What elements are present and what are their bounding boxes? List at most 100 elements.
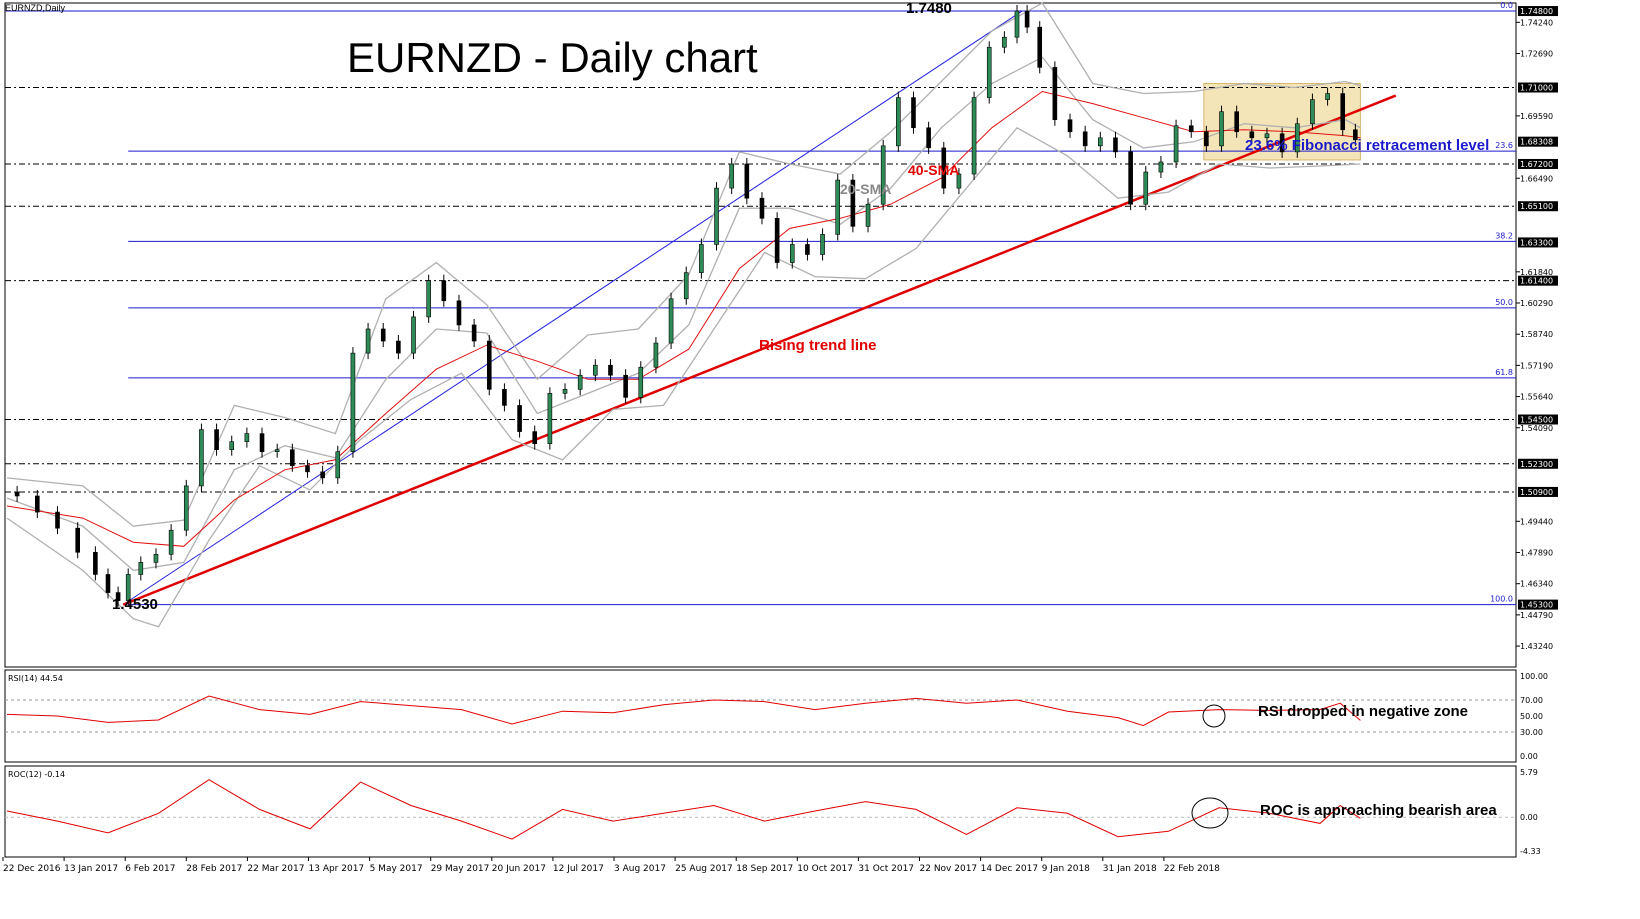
candle-body	[926, 127, 931, 149]
candle-body	[274, 449, 280, 453]
x-tick-label: 6 Feb 2017	[125, 864, 175, 874]
candle-body	[714, 187, 719, 245]
rsi-line	[6, 695, 1361, 727]
candle-body	[608, 364, 613, 376]
x-tick-label: 3 Aug 2017	[614, 864, 666, 874]
candle-body	[820, 234, 825, 255]
candle-body	[183, 485, 189, 531]
candle-body	[623, 374, 628, 398]
x-tick-label: 31 Oct 2017	[858, 864, 914, 874]
x-tick-label: 22 Mar 2017	[247, 864, 304, 874]
x-tick-label: 29 May 2017	[431, 864, 490, 874]
candle-body	[1082, 131, 1088, 147]
roc-annotation: ROC is approaching bearish area	[1260, 802, 1497, 819]
candle-body	[1249, 131, 1255, 139]
rsi-tick-label: 0.00	[1520, 752, 1538, 761]
main-panel-frame	[4, 2, 1517, 668]
candle-body	[729, 163, 734, 189]
candle-body	[1188, 125, 1194, 133]
x-tick-label: 31 Jan 2018	[1103, 864, 1157, 874]
x-tick-label: 10 Oct 2017	[797, 864, 853, 874]
candle-body	[168, 529, 174, 555]
candle-body	[638, 366, 644, 398]
trend-line-label: Rising trend line	[759, 337, 877, 354]
candle-body	[153, 554, 159, 563]
candle-body	[259, 433, 265, 453]
candle-body	[562, 389, 568, 394]
candle-body	[229, 441, 235, 450]
candle-body	[956, 173, 962, 189]
candle-body	[880, 145, 886, 205]
candle-body	[805, 244, 810, 255]
candle-body	[1353, 129, 1358, 141]
candle-body	[34, 495, 40, 513]
candle-body	[683, 272, 689, 300]
y-tick-label: 1.57190	[1520, 361, 1553, 370]
x-tick-label: 25 Aug 2017	[675, 864, 733, 874]
level-label-box	[1518, 158, 1558, 169]
high-label: 1.7480	[906, 0, 952, 17]
y-tick-label: 1.47890	[1520, 549, 1553, 558]
candle-body	[547, 393, 553, 444]
rsi-tick-label: 100.00	[1520, 672, 1548, 681]
candle-body	[105, 574, 111, 593]
symbol-label: EURNZD,Daily	[5, 3, 66, 13]
candle-body	[1113, 137, 1118, 153]
candle-body	[774, 217, 780, 263]
rsi-panel-frame	[4, 669, 1517, 763]
x-tick-label: 20 Jun 2017	[492, 864, 546, 874]
level-label-box	[1518, 6, 1558, 17]
x-tick-label: 13 Jan 2017	[64, 864, 118, 874]
candle-body	[744, 163, 750, 199]
level-label-box	[1518, 237, 1558, 248]
candle-body	[335, 451, 341, 479]
fib-level-label: 38.2	[1495, 231, 1513, 240]
bollinger-upper-band	[6, 2, 1361, 527]
chart-title: EURNZD - Daily chart	[347, 34, 758, 81]
candle-body	[320, 471, 325, 479]
candle-body	[456, 300, 462, 326]
candle-body	[911, 97, 916, 129]
candle-body	[411, 316, 416, 354]
candle-body	[396, 340, 401, 354]
fib-level-label: 50.0	[1495, 298, 1513, 307]
level-label: 1.74800	[1520, 7, 1553, 16]
candle-body	[1173, 125, 1179, 163]
candle-body	[1340, 93, 1346, 131]
candle-body	[115, 592, 121, 601]
candle-body	[350, 352, 356, 453]
level-label: 1.68308	[1520, 138, 1553, 147]
candle-body	[441, 280, 447, 302]
fib-level-label: 0.0	[1500, 1, 1513, 10]
candle-body	[1037, 26, 1043, 68]
roc-tick-label: -4.33	[1520, 847, 1541, 856]
candle-body	[759, 197, 765, 219]
candle-body	[896, 97, 901, 147]
candle-body	[471, 324, 477, 342]
y-tick-label: 1.66490	[1520, 174, 1553, 183]
level-label-box	[1518, 414, 1558, 425]
rising-trend-line	[122, 94, 1397, 606]
roc-tick-label: 5.79	[1520, 768, 1538, 777]
candle-body	[199, 429, 204, 487]
level-label: 1.52300	[1520, 460, 1553, 469]
candle-body	[850, 179, 856, 227]
rsi-tick-label: 50.00	[1520, 712, 1543, 721]
y-tick-label: 1.46340	[1520, 580, 1553, 589]
rsi-tick-label: 70.00	[1520, 696, 1543, 705]
candle-body	[365, 328, 371, 354]
candle-body	[305, 465, 310, 473]
candle-body	[1067, 119, 1073, 133]
candle-body	[517, 405, 522, 432]
x-tick-label: 28 Feb 2017	[186, 864, 242, 874]
candle-body	[668, 298, 674, 344]
low-label: 1.4530	[112, 596, 158, 613]
candle-body	[1234, 111, 1239, 133]
fib-level-label: 23.6	[1495, 141, 1513, 150]
level-label-box	[1518, 458, 1558, 469]
y-tick-label: 1.72690	[1520, 50, 1553, 59]
candle-body	[653, 342, 659, 368]
x-tick-label: 22 Dec 2016	[3, 864, 61, 874]
candle-body	[577, 374, 583, 390]
rsi-label: RSI(14) 44.54	[8, 674, 63, 683]
